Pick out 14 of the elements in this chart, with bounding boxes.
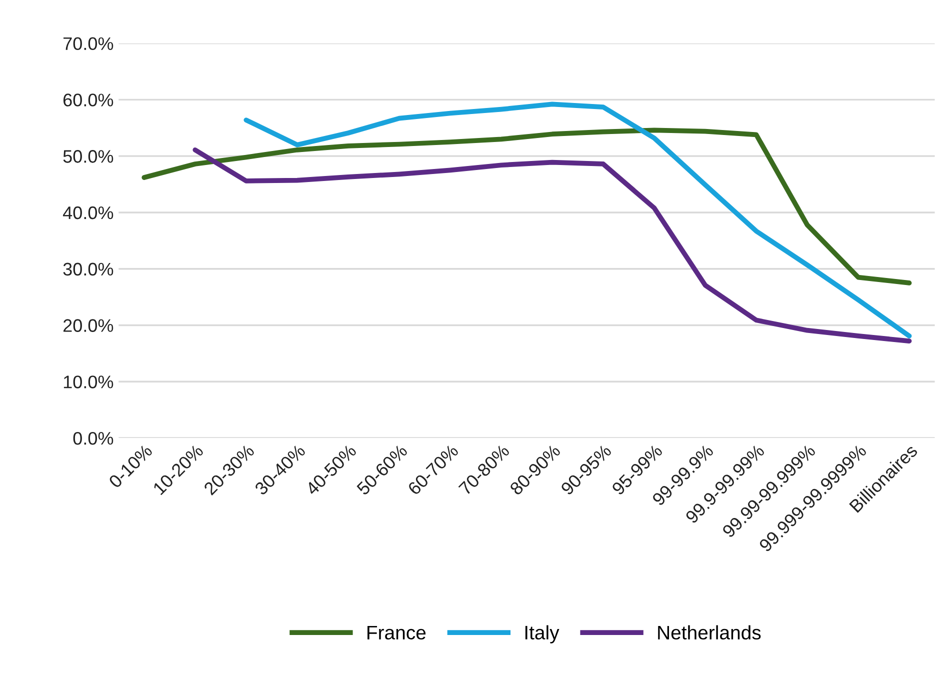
y-tick-label: 40.0% (62, 206, 114, 220)
line-series (142, 128, 912, 286)
legend-label: Italy (525, 625, 560, 644)
y-tick-label: 50.0% (63, 150, 114, 163)
legend-label: Netherlands (658, 625, 761, 640)
y-tick-label: 30.0% (63, 262, 114, 276)
y-tick-label: 10.0% (64, 376, 114, 388)
y-tick-label: 60.0% (63, 94, 114, 106)
y-tick-label: 0.0% (73, 432, 114, 445)
line-series (192, 147, 912, 344)
legend-label: France (368, 626, 426, 640)
y-tick-label: 20.0% (63, 319, 114, 332)
y-tick-label: 70.0% (63, 37, 114, 50)
line-series (244, 102, 912, 338)
